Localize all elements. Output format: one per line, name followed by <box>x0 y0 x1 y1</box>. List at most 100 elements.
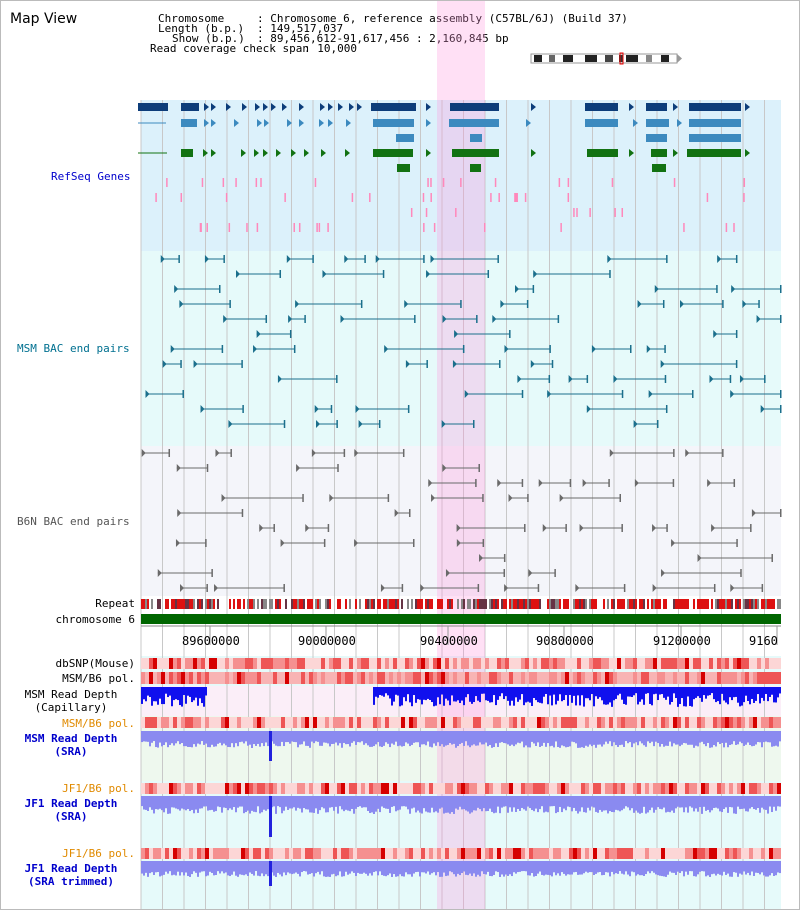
depth-bar <box>465 861 467 875</box>
depth-bar <box>527 731 529 748</box>
read-depth-tracks[interactable] <box>141 687 781 886</box>
depth-bar <box>617 796 619 811</box>
depth-bar <box>331 861 333 875</box>
polymorphism-cell <box>329 783 333 794</box>
polymorphism-cell <box>545 658 549 669</box>
depth-bar <box>241 731 243 742</box>
polymorphism-cell <box>193 848 197 859</box>
bac-end-marker <box>621 524 623 532</box>
msm-bac-end-pairs-track[interactable] <box>145 255 782 428</box>
depth-bar <box>707 687 709 696</box>
depth-bar <box>281 796 283 814</box>
depth-bar <box>165 731 167 743</box>
polymorphism-cell <box>401 672 405 684</box>
depth-bar <box>349 731 351 747</box>
depth-bar <box>601 796 603 812</box>
polymorphism-cell <box>549 848 553 859</box>
polymorphism-cell <box>489 848 493 859</box>
depth-bar <box>591 687 593 695</box>
polymorphism-cell <box>673 717 677 728</box>
depth-bar <box>331 796 333 808</box>
depth-bar <box>199 687 201 699</box>
polymorphism-cell <box>669 783 673 794</box>
bac-end-marker <box>713 584 716 592</box>
depth-bar <box>277 861 279 873</box>
gene-arrow <box>271 103 276 111</box>
polymorphism-cell <box>693 658 697 669</box>
depth-bar <box>777 796 779 807</box>
polymorphism-cell <box>653 717 657 728</box>
depth-bar <box>745 861 747 875</box>
depth-bar <box>355 861 357 876</box>
depth-bar <box>749 861 751 876</box>
bac-end-marker <box>780 285 782 293</box>
depth-bar <box>379 861 381 872</box>
depth-bar <box>733 796 735 814</box>
depth-bar <box>621 796 623 811</box>
bac-end-marker <box>697 554 702 562</box>
depth-bar <box>489 796 491 809</box>
bac-end-marker <box>554 569 556 577</box>
depth-bar <box>451 796 453 813</box>
depth-bar <box>477 861 479 875</box>
b6n-bac-end-pairs-track[interactable] <box>141 449 782 592</box>
depth-bar <box>427 687 429 699</box>
polymorphism-cell <box>573 848 577 859</box>
polymorphism-cell <box>397 672 401 684</box>
polymorphism-cell <box>349 717 353 728</box>
gene-arrow <box>338 103 343 111</box>
depth-bar <box>469 796 471 814</box>
repeat-block <box>377 599 379 609</box>
depth-bar <box>595 687 597 697</box>
depth-bar <box>155 687 157 702</box>
depth-bar <box>465 687 467 698</box>
polymorphism-cell <box>745 848 749 859</box>
repeat-block <box>379 599 381 609</box>
repeat-track[interactable] <box>141 599 781 609</box>
polymorphism-cell <box>665 672 669 684</box>
polymorphism-cell <box>593 848 597 859</box>
depth-bar <box>663 731 665 747</box>
polymorphism-cell <box>337 672 341 684</box>
depth-bar <box>475 731 477 746</box>
depth-bar <box>217 796 219 807</box>
gene-marker <box>293 223 295 232</box>
polymorphism-cell <box>449 783 453 794</box>
repeat-block <box>763 599 765 609</box>
depth-bar <box>727 731 729 748</box>
polymorphism-cell <box>293 783 297 794</box>
depth-bar <box>259 731 261 747</box>
depth-bar <box>653 796 655 813</box>
polymorphism-cell <box>489 783 493 794</box>
depth-bar <box>773 687 775 703</box>
refseq-genes-track[interactable] <box>138 103 750 232</box>
depth-bar <box>607 861 609 873</box>
depth-bar <box>347 731 349 745</box>
depth-bar <box>327 731 329 744</box>
polymorphism-cell <box>557 672 561 684</box>
polymorphism-cell <box>237 658 241 669</box>
depth-bar <box>251 861 253 874</box>
depth-bar <box>279 861 281 875</box>
chromosome-ideogram[interactable] <box>530 52 682 65</box>
polymorphism-cell <box>557 717 561 728</box>
polymorphism-cell <box>673 672 677 684</box>
polymorphism-cell <box>729 672 733 684</box>
bac-end-marker <box>141 449 146 457</box>
polymorphism-cell <box>717 848 721 859</box>
polymorphism-cell <box>505 658 509 669</box>
gene-marker <box>369 193 371 202</box>
polymorphism-cell <box>761 783 765 794</box>
depth-bar <box>627 687 629 697</box>
depth-bar <box>739 687 741 707</box>
depth-bar <box>725 796 727 808</box>
depth-bar <box>167 861 169 874</box>
depth-bar <box>493 687 495 696</box>
depth-bar <box>309 796 311 813</box>
polymorphism-cell <box>561 783 565 794</box>
chromosome-bar[interactable] <box>141 614 781 624</box>
polymorphism-heatmaps[interactable] <box>141 658 781 859</box>
depth-bar <box>175 687 177 700</box>
depth-bar <box>305 731 307 746</box>
